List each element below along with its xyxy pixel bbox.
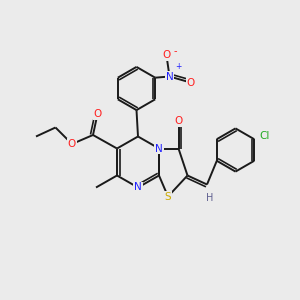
Text: H: H bbox=[206, 193, 214, 203]
Text: O: O bbox=[93, 109, 102, 119]
Text: Cl: Cl bbox=[260, 131, 270, 141]
Text: N: N bbox=[155, 143, 163, 154]
Text: N: N bbox=[134, 182, 142, 193]
Text: +: + bbox=[175, 62, 181, 71]
Text: O: O bbox=[68, 139, 76, 149]
Text: O: O bbox=[174, 116, 183, 127]
Text: -: - bbox=[173, 46, 177, 56]
Text: O: O bbox=[186, 77, 195, 88]
Text: S: S bbox=[165, 191, 171, 202]
Text: O: O bbox=[162, 50, 171, 61]
Text: N: N bbox=[166, 71, 173, 82]
